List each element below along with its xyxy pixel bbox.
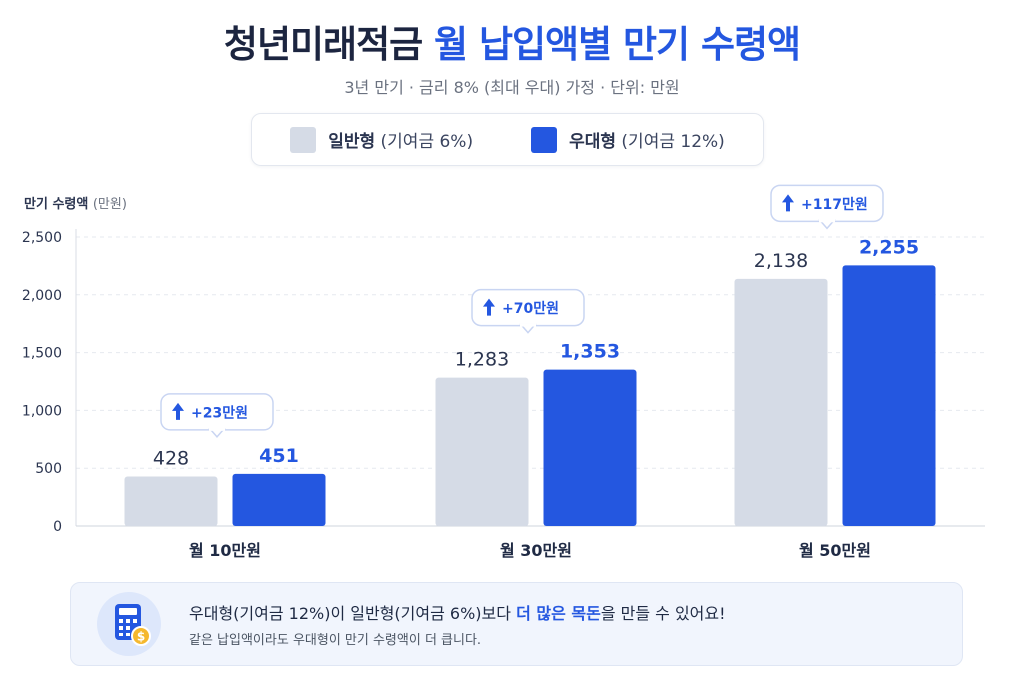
- bar-preferred: [543, 369, 637, 526]
- legend-item-general: 일반형 (기여금 6%): [290, 126, 474, 153]
- difference-badge-pointer-mask: [520, 323, 536, 327]
- legend-label-general: 일반형: [328, 132, 376, 152]
- difference-badge-pointer-mask: [819, 219, 835, 223]
- legend: 일반형 (기여금 6%) 우대형 (기여금 12%): [251, 113, 764, 166]
- calculator-icon-background: $: [97, 592, 161, 656]
- callout-main-highlight: 더 많은 목돈: [516, 604, 601, 623]
- bar-preferred: [232, 473, 326, 526]
- y-tick-label: 2,500: [22, 230, 62, 246]
- legend-detail-preferred: (기여금 12%): [621, 132, 725, 152]
- x-tick-label: 월 50만원: [799, 541, 871, 560]
- difference-badge-pointer-mask: [209, 427, 225, 431]
- legend-swatch-preferred: [531, 126, 558, 153]
- data-label-general: 1,283: [455, 349, 509, 371]
- legend-detail-general: (기여금 6%): [380, 132, 474, 152]
- y-tick-label: 1,000: [22, 403, 62, 419]
- arrow-up-icon: [483, 298, 495, 316]
- bar-general: [734, 278, 828, 526]
- legend-label-preferred: 우대형: [569, 132, 617, 152]
- callout-main-before: 우대형(기여금 12%)이 일반형(기여금 6%)보다: [189, 604, 517, 623]
- difference-label: +70만원: [502, 301, 559, 317]
- bar-general: [435, 377, 529, 526]
- callout-sub-text: 같은 납입액이라도 우대형이 만기 수령액이 더 큽니다.: [189, 633, 482, 648]
- callout-main-text: 우대형(기여금 12%)이 일반형(기여금 6%)보다 더 많은 목돈을 만들 …: [189, 600, 726, 624]
- title-dark-part: 청년미래적금: [223, 23, 423, 66]
- callout-main-after: 을 만들 수 있어요!: [600, 604, 726, 623]
- arrow-up-icon: [172, 402, 184, 420]
- x-tick-label: 월 10만원: [189, 541, 261, 560]
- calculator-icon: $: [115, 604, 151, 646]
- y-tick-label: 1,500: [22, 346, 62, 362]
- difference-label: +23만원: [191, 405, 248, 421]
- data-label-preferred: 2,255: [859, 236, 919, 258]
- bar-general: [124, 476, 218, 526]
- bar-preferred: [842, 265, 936, 526]
- data-label-preferred: 1,353: [560, 341, 620, 363]
- data-label-preferred: 451: [259, 445, 299, 467]
- chart-subtitle: 3년 만기 · 금리 8% (최대 우대) 가정 · 단위: 만원: [344, 78, 680, 97]
- y-axis-title-text: 만기 수령액: [24, 197, 89, 212]
- legend-swatch-general: [290, 126, 317, 153]
- summary-callout: $ 우대형(기여금 12%)이 일반형(기여금 6%)보다 더 많은 목돈을 만…: [70, 582, 963, 666]
- title-blue-part: 월 납입액별 만기 수령액: [434, 23, 801, 66]
- bar-chart: 0 500 1,000 1,500 2,000 2,500 428 451 월 10만원 +23만…: [22, 184, 985, 560]
- difference-label: +117만원: [801, 197, 868, 213]
- y-tick-label: 500: [35, 461, 62, 477]
- x-tick-label: 월 30만원: [500, 541, 572, 560]
- svg-text:$: $: [137, 630, 145, 644]
- legend-item-preferred: 우대형 (기여금 12%): [531, 126, 725, 153]
- data-label-general: 428: [153, 448, 189, 470]
- y-axis-title: 만기 수령액 (만원): [24, 193, 127, 212]
- chart-title: 청년미래적금 월 납입액별 만기 수령액: [0, 14, 1024, 68]
- y-tick-label: 0: [53, 519, 62, 535]
- y-tick-label: 2,000: [22, 288, 62, 304]
- data-label-general: 2,138: [754, 250, 808, 272]
- y-axis-unit: (만원): [92, 197, 127, 212]
- arrow-up-icon: [782, 194, 794, 212]
